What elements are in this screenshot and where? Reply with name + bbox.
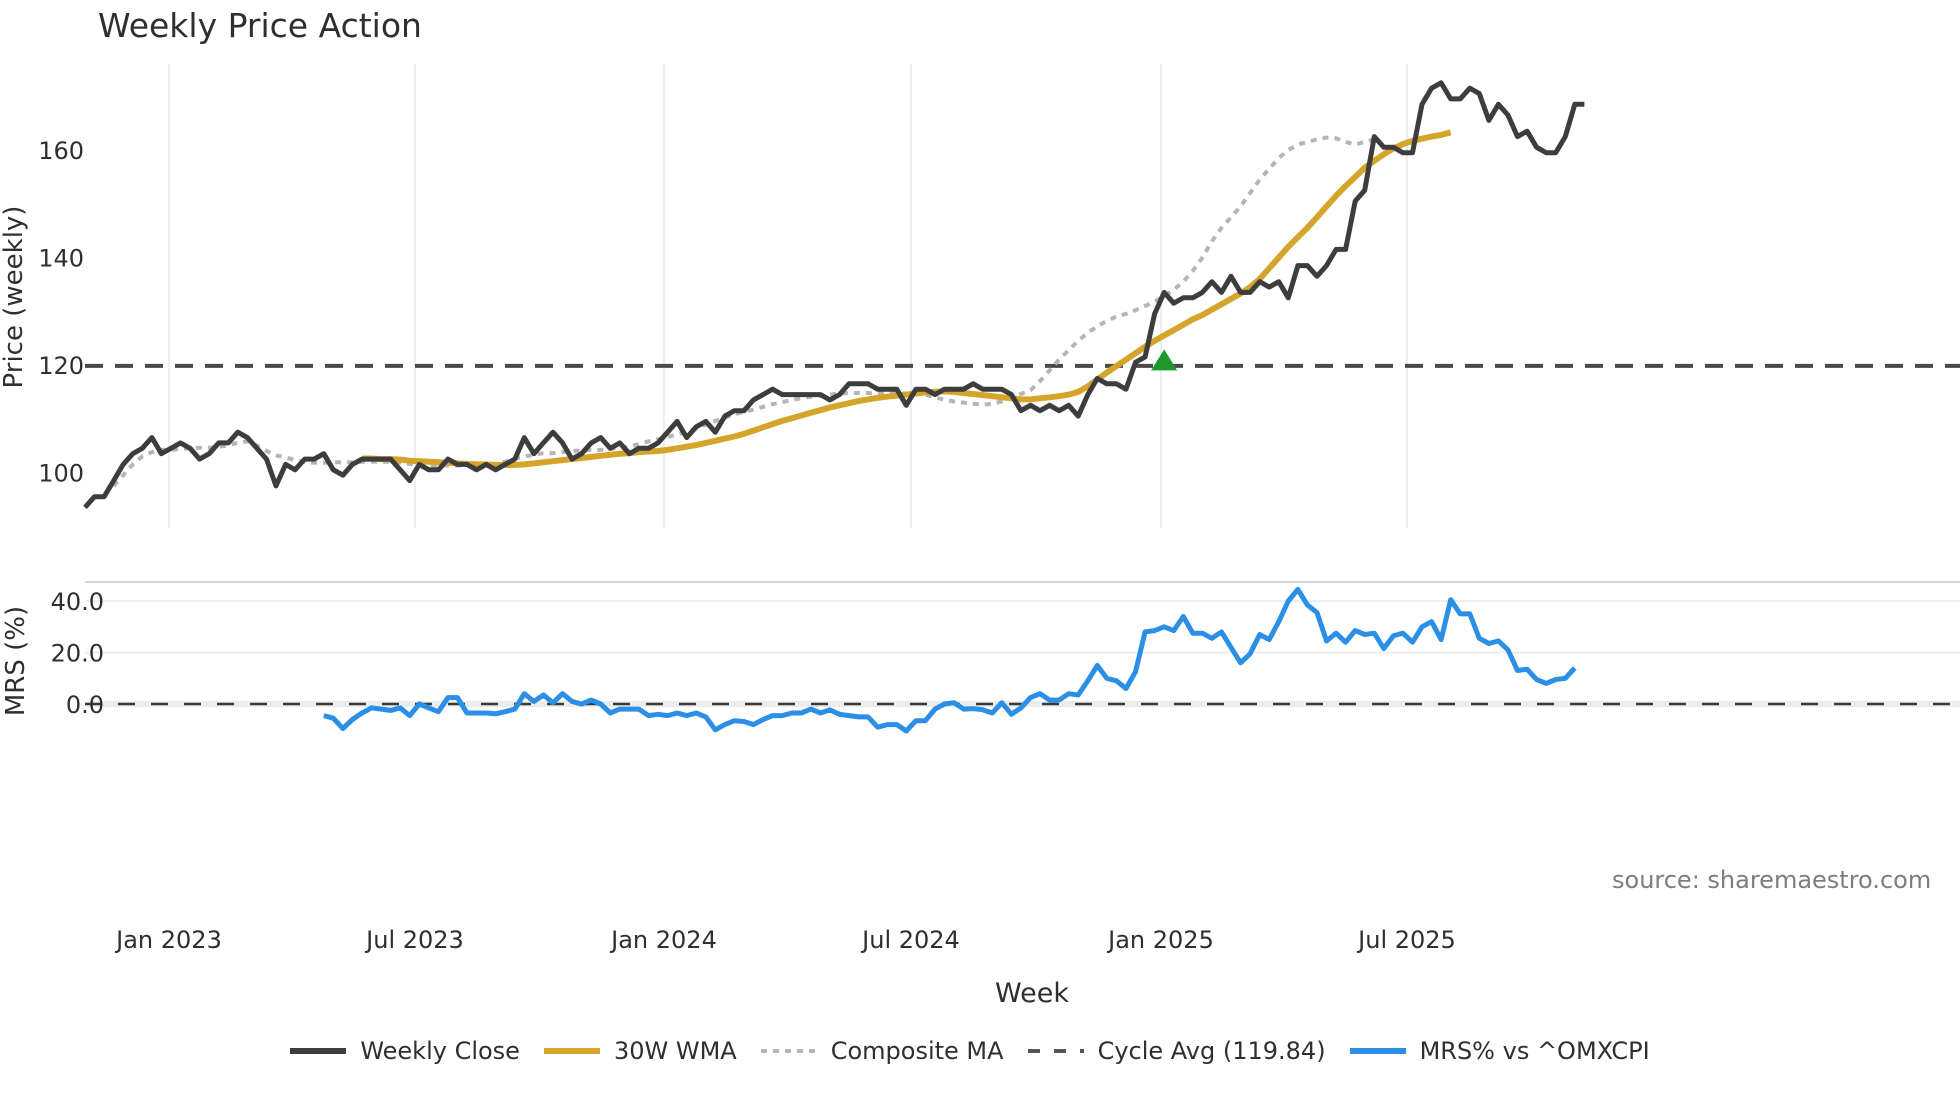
- chart-title: Weekly Price Action: [98, 6, 422, 45]
- mrs-y-tick-label: 0.0: [66, 691, 104, 719]
- weekly-close-line: [83, 80, 1585, 510]
- mrs-y-axis-ticks: 0.0 20.0 40.0: [51, 588, 104, 719]
- mrs-series-line: [323, 586, 1577, 734]
- x-tick-label: Jan 2025: [1106, 926, 1214, 954]
- x-axis-ticks: Jan 2023 Jul 2023 Jan 2024 Jul 2024 Jan 2025…: [114, 926, 1456, 954]
- mrs-line: [323, 586, 1577, 734]
- x-tick-label: Jul 2023: [364, 926, 464, 954]
- composite-ma-line: [112, 135, 1375, 488]
- x-tick-label: Jul 2025: [1356, 926, 1456, 954]
- x-axis-label: Week: [995, 978, 1069, 1009]
- price-y-axis-ticks: 100 120 140 160: [38, 137, 84, 488]
- wma-30w-line: [362, 129, 1452, 468]
- x-tick-label: Jul 2024: [860, 926, 960, 954]
- legend-item: MRS% vs ^OMXCPI: [1348, 1037, 1650, 1065]
- legend-swatch-icon: [1026, 1044, 1086, 1058]
- price-y-axis-label: Price (weekly): [0, 206, 29, 389]
- legend-item: 30W WMA: [542, 1037, 737, 1065]
- legend-item: Composite MA: [759, 1037, 1004, 1065]
- x-tick-label: Jan 2023: [114, 926, 222, 954]
- legend: Weekly Close 30W WMA Composite MA Cycle Avg…: [0, 1036, 1960, 1066]
- mrs-y-tick-label: 20.0: [51, 640, 104, 668]
- buy-signal-triangle-icon: [1151, 349, 1178, 371]
- price-y-tick-label: 160: [38, 137, 84, 165]
- legend-label: Cycle Avg (119.84): [1097, 1037, 1326, 1065]
- triangle-up-icon: [1151, 349, 1178, 371]
- legend-swatch-icon: [288, 1044, 348, 1058]
- price-y-tick-label: 140: [38, 245, 84, 273]
- legend-swatch-icon: [1348, 1044, 1408, 1058]
- source-watermark: source: sharemaestro.com: [1612, 866, 1932, 894]
- legend-label: Weekly Close: [360, 1037, 520, 1065]
- legend-label: 30W WMA: [613, 1037, 737, 1065]
- price-gridlines: [168, 64, 1408, 528]
- mrs-y-tick-label: 40.0: [51, 588, 104, 616]
- mrs-y-axis-label: MRS (%): [1, 606, 31, 716]
- legend-label: Composite MA: [830, 1037, 1004, 1065]
- legend-swatch-icon: [542, 1044, 602, 1058]
- price-y-tick-label: 100: [38, 460, 84, 488]
- legend-swatch-icon: [759, 1044, 819, 1058]
- legend-item: Weekly Close: [288, 1037, 520, 1065]
- mrs-gridlines: [85, 600, 1960, 707]
- x-tick-label: Jan 2024: [609, 926, 717, 954]
- price-series-lines: [83, 80, 1960, 510]
- legend-item: Cycle Avg (119.84): [1026, 1037, 1326, 1065]
- legend-label: MRS% vs ^OMXCPI: [1419, 1037, 1650, 1065]
- price-y-tick-label: 120: [38, 352, 84, 380]
